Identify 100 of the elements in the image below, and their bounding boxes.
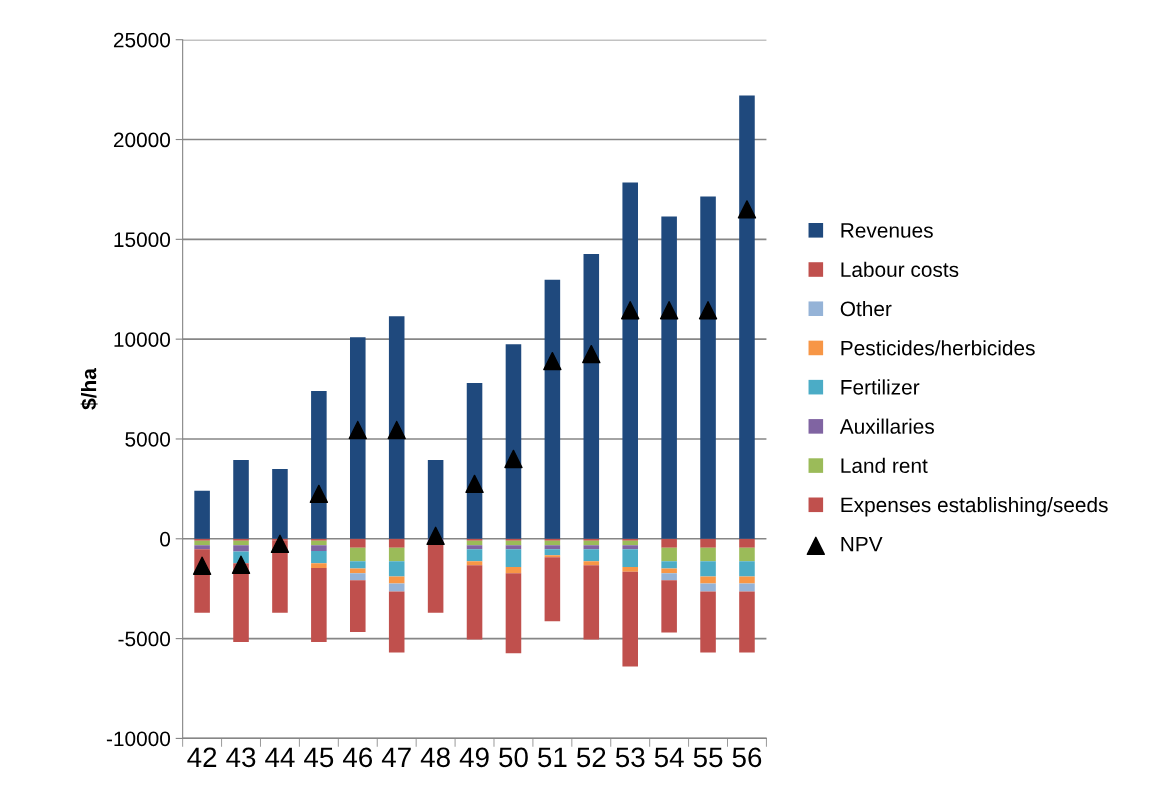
bar <box>505 545 522 550</box>
bar <box>661 216 677 539</box>
point <box>231 555 251 574</box>
bar <box>505 573 522 654</box>
y-tick-label: 10000 <box>114 332 171 347</box>
legend-label: NPV <box>841 536 883 552</box>
legend-label: Pesticides/herbicides <box>841 340 1035 356</box>
y-axis-title: $/ha <box>80 368 98 410</box>
point <box>426 526 445 545</box>
bar <box>544 557 561 622</box>
bar <box>583 565 600 640</box>
point <box>737 200 757 219</box>
bar <box>388 547 405 562</box>
x-tick-label: 48 <box>420 747 450 768</box>
bar <box>622 566 638 572</box>
x-tick-label: 42 <box>187 747 217 767</box>
bar <box>466 565 483 640</box>
bar <box>700 561 716 577</box>
bar <box>544 545 561 550</box>
bar <box>194 490 210 539</box>
bar <box>544 279 561 539</box>
bar <box>622 549 638 567</box>
bar <box>700 538 716 548</box>
point <box>582 344 601 364</box>
point <box>659 301 679 320</box>
bar <box>388 538 405 548</box>
legend-label: Labour costs <box>841 261 959 278</box>
point <box>192 556 212 575</box>
bar <box>388 591 405 653</box>
bar <box>350 337 366 539</box>
y-tick-label: 0 <box>160 531 171 547</box>
x-tick-label: 46 <box>342 747 373 768</box>
bar <box>739 561 755 577</box>
point <box>621 301 640 320</box>
bar <box>505 549 522 567</box>
bar <box>661 547 677 562</box>
y-tick-label: 25000 <box>113 32 171 48</box>
bar <box>505 344 522 539</box>
bar <box>194 540 210 546</box>
x-tick-label: 56 <box>732 747 762 768</box>
bar <box>583 545 600 550</box>
bar <box>583 561 600 566</box>
bar <box>544 549 561 556</box>
bar <box>739 95 755 539</box>
bar <box>233 540 249 546</box>
legend-label: Land rent <box>841 457 928 474</box>
legend-label: Fertilizer <box>841 379 920 395</box>
bar <box>739 591 755 653</box>
x-tick-label: 50 <box>499 747 528 768</box>
x-tick-label: 45 <box>304 747 334 768</box>
point <box>387 420 406 440</box>
point <box>309 484 329 504</box>
bar <box>739 547 755 562</box>
bar <box>311 550 327 564</box>
bar <box>505 566 522 574</box>
bar <box>194 545 210 550</box>
bar <box>622 540 638 546</box>
bar <box>739 583 755 592</box>
bar <box>700 591 716 653</box>
bar <box>739 576 755 584</box>
point <box>348 420 367 440</box>
point <box>543 351 562 371</box>
x-tick-label: 54 <box>654 747 684 768</box>
bar <box>739 538 755 548</box>
bar <box>272 468 288 539</box>
y-tick-label: -10000 <box>106 731 171 747</box>
y-tick-label: -5000 <box>118 631 171 647</box>
x-tick-label: 43 <box>226 747 256 768</box>
bar <box>661 573 677 581</box>
bar <box>466 545 483 550</box>
bar <box>311 391 327 539</box>
point <box>270 534 290 553</box>
bar <box>661 561 677 569</box>
bar <box>700 196 716 539</box>
point <box>465 474 484 494</box>
bar <box>622 182 638 539</box>
bar <box>350 561 366 569</box>
bar <box>311 545 327 551</box>
bar <box>350 573 366 581</box>
bar <box>661 580 677 633</box>
y-tick-label: 15000 <box>114 232 171 248</box>
y-tick-label: 20000 <box>113 132 171 148</box>
bar <box>583 549 600 562</box>
bar <box>466 561 483 566</box>
legend-label: Other <box>840 300 892 317</box>
bar <box>700 583 716 592</box>
point <box>504 449 523 469</box>
x-tick-label: 51 <box>538 747 567 768</box>
x-tick-label: 55 <box>693 747 723 768</box>
bar <box>661 538 677 548</box>
bar <box>311 567 327 642</box>
bar <box>700 547 716 562</box>
bar <box>583 253 600 539</box>
bar <box>311 540 327 546</box>
x-tick-label: 53 <box>615 747 645 768</box>
legend-label: Expenses establishing/seeds <box>841 496 1108 517</box>
legend-label: Revenues <box>841 223 933 238</box>
x-tick-label: 52 <box>576 747 606 768</box>
bar <box>388 316 405 539</box>
bar <box>350 580 366 633</box>
